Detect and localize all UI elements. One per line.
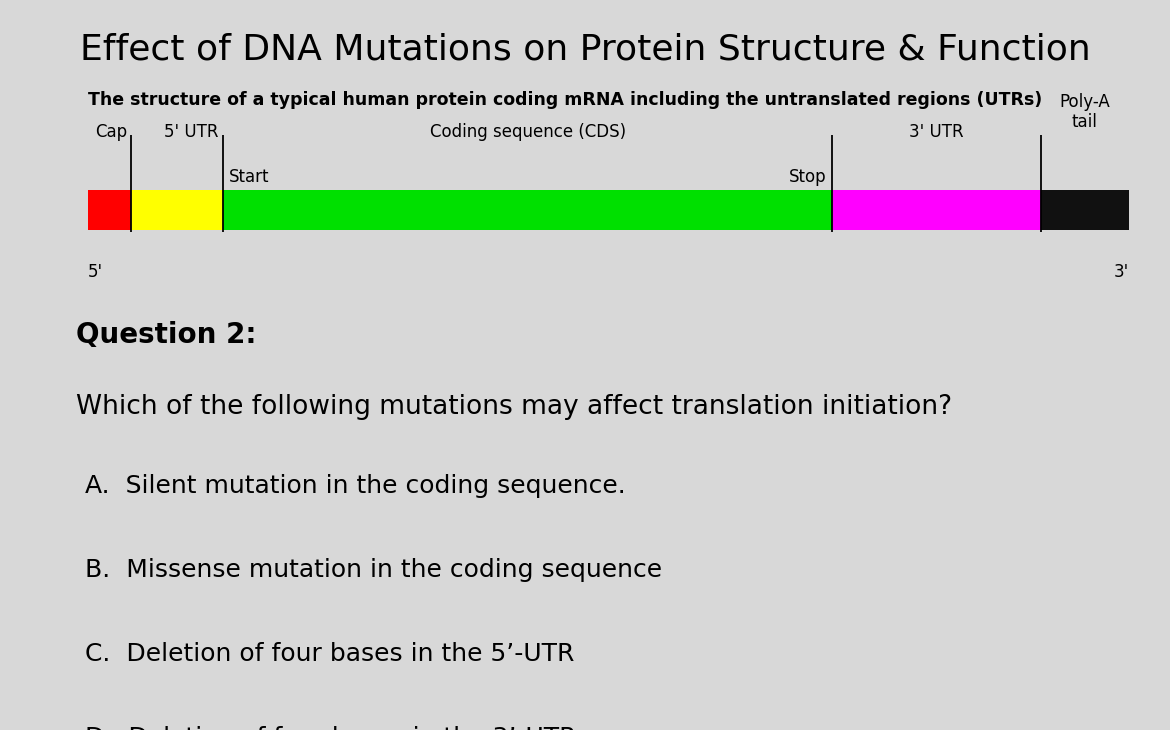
Text: Start: Start bbox=[229, 168, 269, 186]
Bar bbox=[131, 190, 223, 230]
Bar bbox=[1040, 190, 1129, 230]
Text: C.  Deletion of four bases in the 5’-UTR: C. Deletion of four bases in the 5’-UTR bbox=[85, 642, 574, 666]
Bar bbox=[832, 190, 1040, 230]
Text: Question 2:: Question 2: bbox=[76, 321, 256, 349]
Bar bbox=[88, 190, 131, 230]
Text: D.  Deletion of four bases in the 3’-UTR: D. Deletion of four bases in the 3’-UTR bbox=[85, 726, 577, 730]
Text: 5' UTR: 5' UTR bbox=[164, 123, 219, 141]
Text: 5': 5' bbox=[88, 263, 103, 281]
Text: 3': 3' bbox=[1114, 263, 1129, 281]
Text: Stop: Stop bbox=[789, 168, 826, 186]
Text: The structure of a typical human protein coding mRNA including the untranslated : The structure of a typical human protein… bbox=[88, 91, 1042, 110]
Text: Poly-A
tail: Poly-A tail bbox=[1059, 93, 1110, 131]
Text: Which of the following mutations may affect translation initiation?: Which of the following mutations may aff… bbox=[76, 394, 952, 420]
Text: Effect of DNA Mutations on Protein Structure & Function: Effect of DNA Mutations on Protein Struc… bbox=[80, 33, 1090, 67]
Text: B.  Missense mutation in the coding sequence: B. Missense mutation in the coding seque… bbox=[85, 558, 662, 583]
Text: Coding sequence (CDS): Coding sequence (CDS) bbox=[429, 123, 626, 141]
Text: 3' UTR: 3' UTR bbox=[909, 123, 964, 141]
Text: Cap: Cap bbox=[95, 123, 126, 141]
Text: A.  Silent mutation in the coding sequence.: A. Silent mutation in the coding sequenc… bbox=[85, 474, 626, 499]
Bar bbox=[223, 190, 832, 230]
